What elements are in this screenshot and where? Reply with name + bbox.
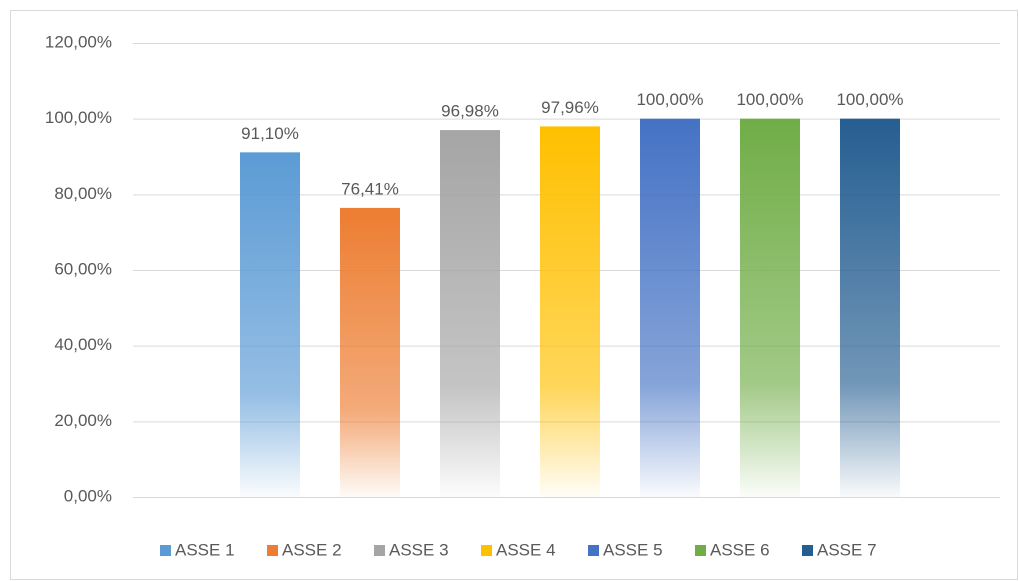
- legend-label: ASSE 6: [710, 540, 770, 559]
- legend-swatch: [695, 545, 706, 556]
- y-tick-label: 0,00%: [64, 486, 112, 505]
- legend-label: ASSE 3: [389, 540, 449, 559]
- data-label: 91,10%: [241, 124, 299, 143]
- legend-swatch: [802, 545, 813, 556]
- data-label: 100,00%: [836, 90, 903, 109]
- bar: [440, 130, 500, 497]
- legend-label: ASSE 2: [282, 540, 342, 559]
- y-tick-label: 60,00%: [54, 259, 112, 278]
- data-label: 76,41%: [341, 179, 399, 198]
- y-tick-label: 100,00%: [45, 108, 112, 127]
- bar: [640, 118, 700, 498]
- legend-swatch: [374, 545, 385, 556]
- y-tick-label: 20,00%: [54, 411, 112, 430]
- data-label: 96,98%: [441, 102, 499, 121]
- bar: [740, 118, 800, 498]
- bar: [240, 152, 300, 498]
- legend-label: ASSE 4: [496, 540, 556, 559]
- legend-swatch: [160, 545, 171, 556]
- bar: [840, 118, 900, 498]
- legend-swatch: [267, 545, 278, 556]
- bar: [340, 207, 400, 497]
- y-tick-label: 80,00%: [54, 184, 112, 203]
- legend-label: ASSE 1: [175, 540, 235, 559]
- legend-label: ASSE 7: [817, 540, 877, 559]
- data-label: 100,00%: [636, 90, 703, 109]
- data-label: 97,96%: [541, 98, 599, 117]
- y-tick-label: 120,00%: [45, 32, 112, 51]
- y-tick-label: 40,00%: [54, 335, 112, 354]
- legend-label: ASSE 5: [603, 540, 663, 559]
- legend-swatch: [481, 545, 492, 556]
- bar: [540, 126, 600, 497]
- data-label: 100,00%: [736, 90, 803, 109]
- legend-swatch: [588, 545, 599, 556]
